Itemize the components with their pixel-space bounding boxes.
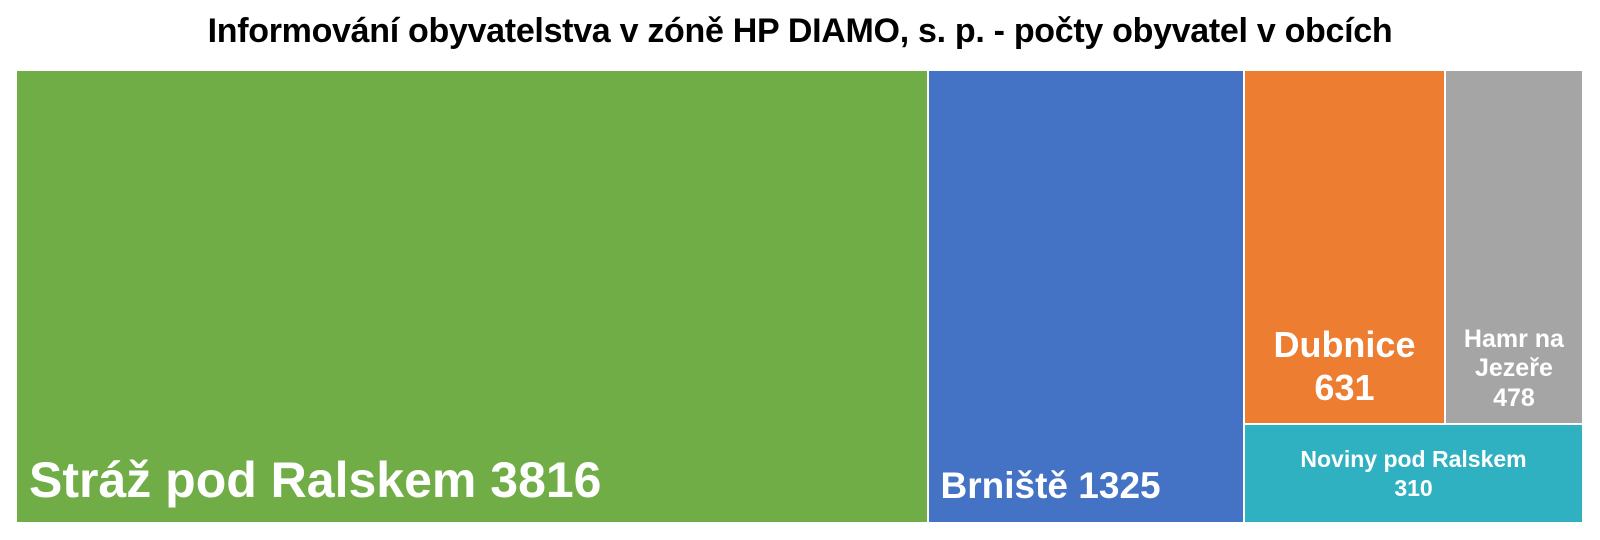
tile-label: Hamr na Jezeře 478 [1463,324,1564,412]
treemap-tile-brniště: Brniště 1325 [927,70,1245,523]
treemap-tile-noviny-pod-ralskem: Noviny pod Ralskem 310 [1244,424,1583,523]
tile-label: Stráž pod Ralskem 3816 [29,452,602,508]
treemap-tile-dubnice: Dubnice 631 [1244,70,1445,425]
treemap-tile-stráž-pod-ralskem: Stráž pod Ralskem 3816 [16,70,928,523]
tile-label: Brniště 1325 [940,464,1161,506]
tile-label: Dubnice 631 [1273,323,1416,408]
treemap: Stráž pod Ralskem 3816 Brniště 1325 Dubnic… [16,70,1583,523]
treemap-tile-hamr-na-jezeře: Hamr na Jezeře 478 [1444,70,1583,425]
tile-label: Noviny pod Ralskem 310 [1300,445,1527,501]
chart-title: Informování obyvatelstva v zóně HP DIAMO… [207,12,1393,50]
